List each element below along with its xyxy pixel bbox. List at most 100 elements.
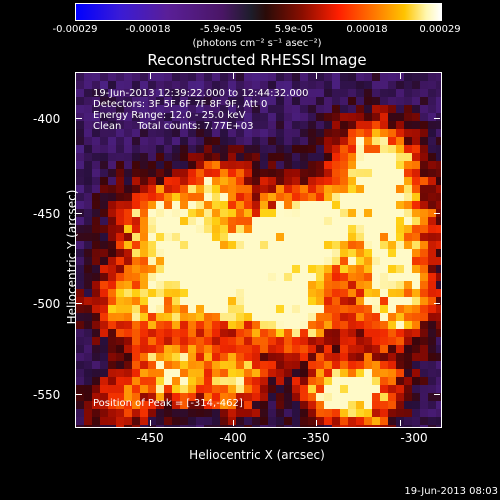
heatmap-pixel [244, 129, 252, 137]
heatmap-pixel [324, 105, 332, 113]
heatmap-pixel [140, 321, 148, 329]
heatmap-pixel [404, 337, 412, 345]
heatmap-pixel [268, 209, 276, 217]
heatmap-pixel [164, 121, 172, 129]
heatmap-pixel [404, 241, 412, 249]
heatmap-pixel [308, 129, 316, 137]
heatmap-pixel [204, 265, 212, 273]
heatmap-pixel [236, 257, 244, 265]
heatmap-pixel [420, 177, 428, 185]
heatmap-pixel [404, 145, 412, 153]
heatmap-pixel [100, 145, 108, 153]
heatmap-pixel [156, 121, 164, 129]
heatmap-pixel [228, 113, 236, 121]
heatmap-pixel [404, 161, 412, 169]
heatmap-pixel [308, 377, 316, 385]
heatmap-pixel [356, 289, 364, 297]
heatmap-pixel [84, 177, 92, 185]
heatmap-pixel [156, 249, 164, 257]
heatmap-pixel [388, 177, 396, 185]
heatmap-pixel [164, 137, 172, 145]
heatmap-pixel [396, 345, 404, 353]
heatmap-pixel [156, 137, 164, 145]
heatmap-pixel [76, 417, 84, 425]
heatmap-pixel [324, 225, 332, 233]
heatmap-pixel [236, 361, 244, 369]
heatmap-pixel [116, 401, 124, 409]
heatmap-pixel [164, 249, 172, 257]
heatmap-pixel [172, 177, 180, 185]
heatmap-pixel [108, 217, 116, 225]
colorbar-tick-label: 0.00018 [346, 24, 388, 35]
heatmap-pixel [148, 89, 156, 97]
heatmap-pixel [404, 217, 412, 225]
heatmap-pixel [252, 313, 260, 321]
heatmap-pixel [132, 425, 140, 427]
heatmap-pixel [372, 153, 380, 161]
heatmap-pixel [404, 321, 412, 329]
heatmap-pixel [132, 305, 140, 313]
heatmap-pixel [436, 113, 441, 121]
heatmap-pixel [100, 273, 108, 281]
heatmap-pixel [348, 185, 356, 193]
heatmap-pixel [140, 273, 148, 281]
heatmap-pixel [380, 73, 388, 81]
heatmap-pixel [324, 273, 332, 281]
heatmap-pixel [380, 273, 388, 281]
heatmap-pixel [268, 185, 276, 193]
heatmap-pixel [252, 425, 260, 427]
heatmap-pixel [220, 353, 228, 361]
heatmap-pixel [396, 97, 404, 105]
heatmap-pixel [284, 385, 292, 393]
heatmap-pixel [124, 217, 132, 225]
heatmap-pixel [436, 89, 441, 97]
heatmap-pixel [76, 401, 84, 409]
heatmap-pixel [244, 393, 252, 401]
heatmap-pixel [132, 73, 140, 81]
heatmap-pixel [356, 425, 364, 427]
heatmap-pixel [220, 265, 228, 273]
heatmap-pixel [364, 297, 372, 305]
heatmap-pixel [316, 177, 324, 185]
heatmap-pixel [228, 353, 236, 361]
heatmap-pixel [308, 161, 316, 169]
heatmap-pixel [420, 249, 428, 257]
heatmap-pixel [428, 145, 436, 153]
heatmap-pixel [236, 281, 244, 289]
heatmap-pixel [244, 145, 252, 153]
heatmap-pixel [220, 257, 228, 265]
heatmap-pixel [332, 105, 340, 113]
heatmap-pixel [244, 417, 252, 425]
heatmap-pixel [164, 353, 172, 361]
heatmap-pixel [316, 233, 324, 241]
heatmap-pixel [308, 153, 316, 161]
heatmap-pixel [180, 161, 188, 169]
heatmap-pixel [212, 169, 220, 177]
heatmap-pixel [100, 401, 108, 409]
heatmap-pixel [404, 257, 412, 265]
heatmap-pixel [340, 225, 348, 233]
heatmap-pixel [212, 361, 220, 369]
heatmap-pixel [276, 409, 284, 417]
heatmap-pixel [180, 353, 188, 361]
heatmap-pixel [84, 233, 92, 241]
heatmap-pixel [316, 353, 324, 361]
heatmap-pixel [396, 377, 404, 385]
heatmap-pixel [404, 177, 412, 185]
x-tick [316, 420, 317, 426]
heatmap-pixel [180, 177, 188, 185]
heatmap-pixel [348, 97, 356, 105]
heatmap-pixel [396, 305, 404, 313]
heatmap-pixel [148, 289, 156, 297]
heatmap-pixel [388, 281, 396, 289]
heatmap-pixel [116, 81, 124, 89]
heatmap-pixel [380, 401, 388, 409]
heatmap-pixel [260, 353, 268, 361]
heatmap-pixel [196, 233, 204, 241]
heatmap-pixel [236, 185, 244, 193]
heatmap-pixel [92, 217, 100, 225]
heatmap-pixel [244, 81, 252, 89]
heatmap-pixel [148, 329, 156, 337]
heatmap-pixel [196, 129, 204, 137]
heatmap-pixel [436, 425, 441, 427]
